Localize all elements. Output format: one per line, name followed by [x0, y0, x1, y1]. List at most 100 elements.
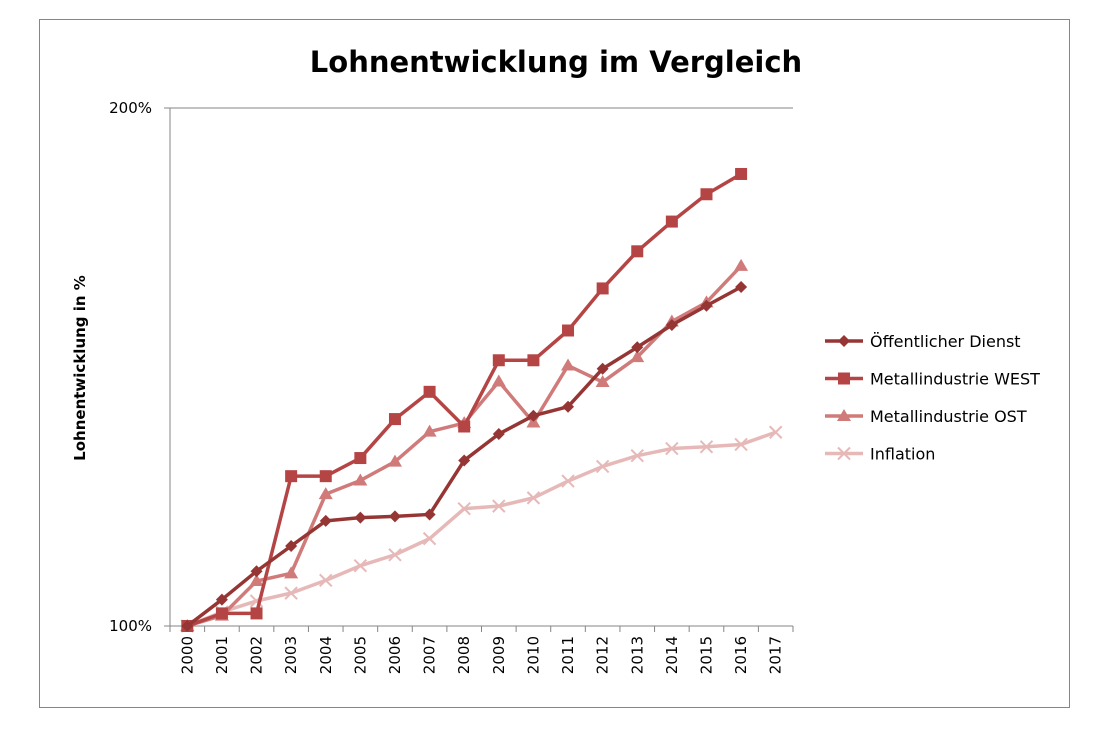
data-point-inflation [492, 499, 506, 513]
x-marker-stroke [353, 559, 368, 573]
data-point-oeffentlicher-dienst [492, 427, 505, 440]
data-point-inflation [284, 586, 298, 600]
data-point-metallindustrie-west [562, 324, 575, 337]
data-point-metallindustrie-west [388, 413, 401, 426]
data-point-oeffentlicher-dienst [665, 318, 678, 331]
x-tick-label: 2005 [351, 636, 369, 674]
x-tick-label: 2002 [248, 636, 266, 674]
data-point-metallindustrie-west [596, 282, 609, 295]
x-marker-stroke [699, 440, 714, 454]
x-marker-stroke [284, 586, 298, 600]
legend-label: Metallindustrie OST [870, 407, 1027, 426]
data-point-metallindustrie-west [735, 167, 748, 180]
legend-marker [838, 372, 850, 385]
chart-title: Lohnentwicklung im Vergleich [310, 45, 802, 79]
x-marker-stroke [457, 501, 471, 516]
data-point-metallindustrie-ost [491, 374, 506, 387]
data-point-metallindustrie-ost [595, 375, 610, 388]
data-point-metallindustrie-west [423, 385, 436, 398]
data-point-metallindustrie-ost [422, 424, 437, 437]
data-point-metallindustrie-west [631, 245, 644, 258]
legend-item-inflation: Inflation [825, 445, 935, 464]
data-point-metallindustrie-west [285, 470, 298, 483]
x-tick-label: 2015 [697, 636, 715, 674]
x-tick-label: 2009 [490, 636, 508, 674]
data-point-metallindustrie-ost [318, 487, 333, 500]
data-point-metallindustrie-west [665, 215, 678, 228]
legend-label: Metallindustrie WEST [870, 370, 1040, 389]
data-point-oeffentlicher-dienst [700, 299, 713, 312]
x-tick-label: 2011 [559, 636, 577, 674]
x-tick-label: 2000 [178, 636, 196, 674]
x-marker-stroke [837, 446, 851, 461]
x-tick-label: 2016 [732, 636, 750, 674]
data-point-oeffentlicher-dienst [215, 593, 228, 606]
data-point-inflation [699, 440, 714, 454]
data-point-oeffentlicher-dienst [631, 341, 644, 354]
x-marker-stroke [665, 441, 679, 456]
x-tick-label: 2003 [282, 636, 300, 674]
legend-item-metallindustrie-west: Metallindustrie WEST [825, 370, 1040, 389]
data-point-metallindustrie-west [492, 354, 505, 367]
data-point-oeffentlicher-dienst [319, 514, 332, 527]
data-point-oeffentlicher-dienst [735, 281, 748, 294]
data-point-inflation [422, 531, 437, 546]
x-marker-stroke [526, 491, 541, 505]
data-point-inflation [734, 437, 748, 452]
x-tick-label: 2017 [767, 636, 785, 674]
data-point-metallindustrie-ost [353, 473, 368, 486]
series-line-metallindustrie-ost [186, 264, 743, 628]
x-tick-label: 2004 [317, 636, 335, 674]
data-point-oeffentlicher-dienst [250, 565, 263, 578]
data-point-metallindustrie-west [458, 420, 471, 433]
x-tick-label: 2006 [386, 636, 404, 674]
x-marker-stroke [319, 573, 333, 588]
legend-item-metallindustrie-ost: Metallindustrie OST [825, 407, 1027, 426]
legend-marker [837, 409, 851, 421]
legend-marker [837, 446, 851, 461]
legend-item-oeffentlicher-dienst: Öffentlicher Dienst [825, 332, 1021, 351]
x-marker-stroke [630, 448, 644, 463]
x-tick-label: 2008 [455, 636, 473, 674]
x-marker-stroke [734, 437, 748, 452]
data-point-oeffentlicher-dienst [562, 400, 575, 413]
x-marker-stroke [595, 459, 610, 474]
data-point-oeffentlicher-dienst [181, 620, 194, 632]
y-tick-label: 100% [109, 617, 152, 635]
legend-marker [838, 335, 850, 347]
data-point-oeffentlicher-dienst [388, 510, 401, 523]
data-point-inflation [665, 441, 679, 456]
data-point-inflation [457, 501, 471, 516]
x-marker-stroke [768, 425, 783, 439]
data-point-oeffentlicher-dienst [354, 511, 367, 524]
data-point-inflation [768, 425, 783, 439]
y-tick-label: 200% [109, 99, 152, 117]
data-point-metallindustrie-west [700, 188, 713, 201]
x-tick-label: 2001 [213, 636, 231, 674]
data-point-oeffentlicher-dienst [285, 539, 298, 552]
x-tick-label: 2014 [663, 636, 681, 674]
data-point-metallindustrie-west [527, 354, 540, 367]
data-point-inflation [630, 448, 644, 463]
data-point-metallindustrie-ost [284, 566, 299, 579]
chart-frame [39, 19, 1070, 708]
data-point-inflation [561, 474, 575, 488]
legend-label: Öffentlicher Dienst [870, 332, 1021, 351]
x-tick-label: 2012 [594, 636, 612, 674]
series-line-metallindustrie-west [186, 172, 742, 628]
y-axis-label: Lohnentwicklung in % [71, 275, 89, 461]
data-point-inflation [319, 573, 333, 588]
data-point-inflation [526, 491, 541, 505]
x-marker-stroke [561, 474, 575, 488]
data-point-metallindustrie-ost [630, 350, 645, 363]
x-marker-stroke [422, 531, 437, 546]
data-point-oeffentlicher-dienst [423, 508, 436, 521]
data-point-oeffentlicher-dienst [596, 362, 609, 375]
data-point-metallindustrie-west [319, 470, 332, 483]
data-point-metallindustrie-ost [561, 358, 576, 371]
data-point-inflation [388, 548, 402, 562]
data-point-metallindustrie-west [215, 607, 228, 620]
x-tick-label: 2013 [628, 636, 646, 674]
data-point-oeffentlicher-dienst [527, 409, 540, 422]
